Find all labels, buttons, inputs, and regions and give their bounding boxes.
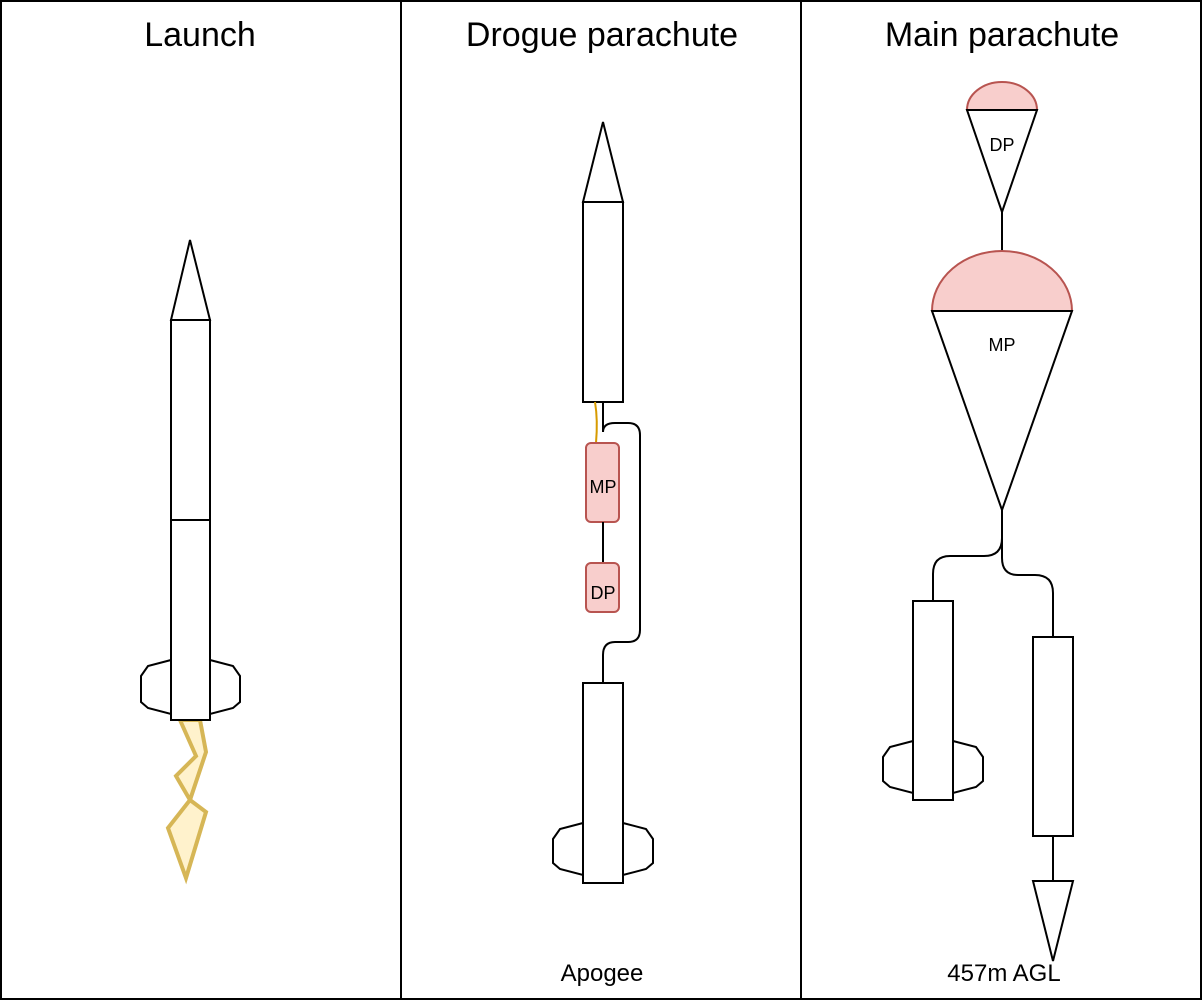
lower-body-tube-2	[582, 682, 624, 884]
left-fin-2	[552, 821, 584, 877]
drogue-stage: MP DP	[552, 121, 654, 884]
drogue-label: DP	[989, 135, 1014, 155]
yellow-cord	[594, 401, 598, 444]
left-fin	[140, 658, 172, 716]
main-canopy	[930, 250, 1074, 312]
upper-body-tube-2	[582, 201, 624, 403]
right-fin-2	[622, 821, 654, 877]
drogue-parachute-pack	[585, 562, 620, 613]
launch-rocket	[140, 239, 241, 885]
right-fin	[209, 658, 241, 716]
upper-section-tube	[1032, 636, 1074, 837]
riser-right	[1001, 510, 1054, 637]
panel-title-drogue: Drogue parachute	[466, 16, 738, 54]
right-fin-3	[952, 739, 984, 795]
lower-body-tube	[170, 519, 211, 721]
nose-cone	[169, 239, 212, 321]
main-stage: DP MP	[882, 81, 1075, 962]
main-label: MP	[989, 335, 1016, 355]
caption-apogee: Apogee	[561, 960, 644, 987]
caption-altitude: 457m AGL	[947, 960, 1060, 987]
mp-pack-label: MP	[590, 477, 617, 497]
dp-pack-label: DP	[590, 583, 615, 603]
panel-title-main: Main parachute	[885, 16, 1119, 54]
drogue-canopy	[965, 81, 1039, 111]
main-shroud	[930, 310, 1074, 514]
nose-cone-3	[1031, 880, 1075, 962]
nose-cone-2	[581, 121, 625, 203]
shock-cord	[602, 402, 641, 683]
drogue-shroud	[965, 109, 1039, 216]
booster-body-tube	[912, 600, 954, 801]
left-fin-3	[882, 739, 914, 795]
exhaust-flame	[165, 718, 209, 885]
panel-title-launch: Launch	[144, 16, 256, 54]
riser-left	[932, 510, 1003, 601]
upper-body-tube	[170, 319, 211, 521]
